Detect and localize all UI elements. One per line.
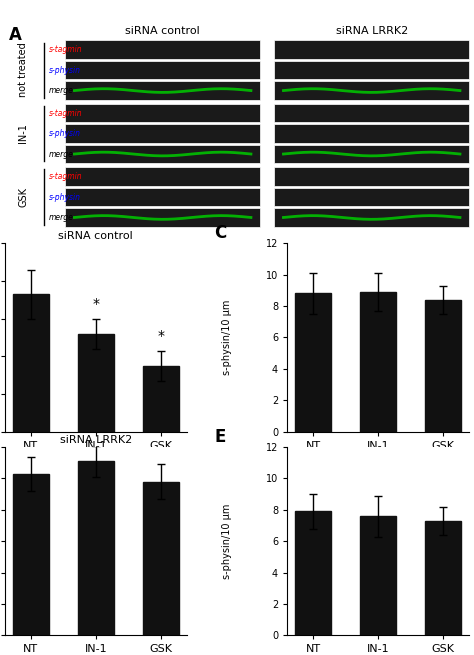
Text: merge: merge <box>49 149 74 159</box>
Bar <box>274 168 469 186</box>
Bar <box>360 292 396 432</box>
Bar <box>274 104 469 122</box>
Text: *: * <box>92 297 100 311</box>
Text: not treated: not treated <box>18 43 28 98</box>
Bar <box>78 461 114 635</box>
Bar <box>65 41 260 59</box>
Text: IN-1: IN-1 <box>18 124 28 143</box>
Text: s-tagmin: s-tagmin <box>49 109 82 118</box>
Text: s-physin: s-physin <box>49 129 81 138</box>
Text: s-physin: s-physin <box>49 66 81 75</box>
Bar <box>13 474 49 635</box>
Text: s-tagmin: s-tagmin <box>49 172 82 181</box>
Text: s-tagmin: s-tagmin <box>49 45 82 54</box>
Bar <box>295 293 331 432</box>
Bar <box>274 124 469 143</box>
Bar <box>65 168 260 186</box>
Bar <box>78 333 114 432</box>
Bar <box>360 516 396 635</box>
Bar <box>65 61 260 79</box>
Text: merge: merge <box>49 86 74 95</box>
Text: A: A <box>9 26 22 44</box>
Bar <box>13 294 49 432</box>
Bar <box>143 365 179 432</box>
Bar <box>274 188 469 206</box>
Text: *: * <box>157 329 164 343</box>
Text: E: E <box>214 428 226 446</box>
Bar <box>274 61 469 79</box>
Y-axis label: s-physin/10 μm: s-physin/10 μm <box>222 300 232 375</box>
Text: s-physin: s-physin <box>49 193 81 202</box>
Bar <box>425 300 461 432</box>
Bar <box>65 81 260 100</box>
Bar <box>425 521 461 635</box>
Bar <box>65 124 260 143</box>
Bar <box>274 145 469 163</box>
Bar <box>65 104 260 122</box>
Text: merge: merge <box>49 213 74 222</box>
Text: GSK: GSK <box>18 187 28 207</box>
Bar <box>274 208 469 227</box>
Bar <box>274 81 469 100</box>
Text: siRNA control: siRNA control <box>125 26 200 36</box>
Bar <box>65 188 260 206</box>
Title: siRNA LRRK2: siRNA LRRK2 <box>60 435 132 445</box>
Bar <box>65 145 260 163</box>
Bar <box>295 512 331 635</box>
Text: siRNA LRRK2: siRNA LRRK2 <box>336 26 408 36</box>
Text: C: C <box>214 225 227 242</box>
Y-axis label: s-physin/10 μm: s-physin/10 μm <box>222 504 232 579</box>
Title: siRNA control: siRNA control <box>58 231 133 241</box>
Bar <box>143 481 179 635</box>
Bar <box>274 41 469 59</box>
Bar <box>65 208 260 227</box>
